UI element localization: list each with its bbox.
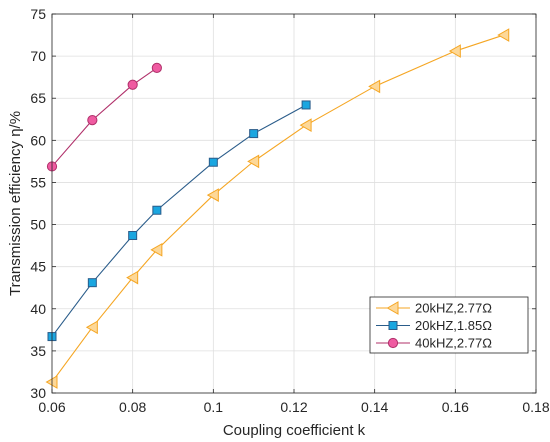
y-axis-label: Transmission efficiency η/%	[7, 111, 24, 296]
x-tick-label: 0.08	[119, 399, 146, 415]
data-point	[299, 118, 312, 133]
legend-marker	[388, 321, 398, 330]
x-tick-label: 0.1	[204, 399, 224, 415]
y-tick-label: 75	[30, 6, 46, 22]
x-axis-label: Coupling coefficient k	[223, 422, 366, 439]
y-tick-label: 50	[30, 217, 46, 233]
data-point	[448, 44, 461, 58]
legend-label: 20kHZ,1.85Ω	[415, 318, 492, 333]
data-point	[87, 278, 97, 288]
series-2	[46, 62, 162, 172]
data-point	[126, 270, 139, 285]
y-tick-label: 55	[30, 174, 46, 190]
data-point	[368, 79, 381, 94]
series-line	[51, 67, 158, 167]
series-line	[51, 34, 504, 383]
data-point	[206, 188, 219, 202]
y-tick-label: 30	[30, 385, 46, 401]
y-tick-label: 60	[30, 132, 46, 148]
y-tick-label: 40	[30, 301, 46, 317]
legend-label: 40kHZ,2.77Ω	[415, 336, 492, 351]
x-tick-label: 0.06	[38, 399, 65, 415]
x-tick-label: 0.18	[522, 399, 549, 415]
y-tick-label: 65	[30, 90, 46, 106]
x-tick-label: 0.14	[361, 399, 388, 415]
data-point	[150, 242, 163, 257]
y-tick-label: 45	[30, 259, 46, 275]
data-point	[151, 62, 162, 74]
x-tick-label: 0.16	[442, 399, 469, 415]
x-tick-label: 0.12	[280, 399, 307, 415]
legend-marker	[386, 301, 399, 315]
data-point	[152, 205, 162, 215]
y-tick-label: 35	[30, 343, 46, 359]
data-point	[128, 231, 138, 241]
data-point	[247, 154, 260, 169]
legend: 20kHZ,2.77Ω 20kHZ,1.85Ω 40kHZ,2.77Ω	[369, 296, 529, 354]
data-point	[208, 157, 218, 167]
y-tick-label: 70	[30, 48, 46, 64]
data-point	[301, 100, 311, 110]
data-point	[87, 115, 98, 126]
legend-marker	[387, 337, 399, 349]
ticks: 0.06 0.08 0.1 0.12 0.14 0.16 0.18 30 35 40 45 50 55 6…	[30, 6, 549, 415]
data-point	[249, 129, 259, 139]
data-point	[85, 320, 98, 335]
legend-label: 20kHZ,2.77Ω	[415, 301, 492, 316]
data-point	[497, 28, 510, 42]
data-point	[127, 79, 138, 90]
